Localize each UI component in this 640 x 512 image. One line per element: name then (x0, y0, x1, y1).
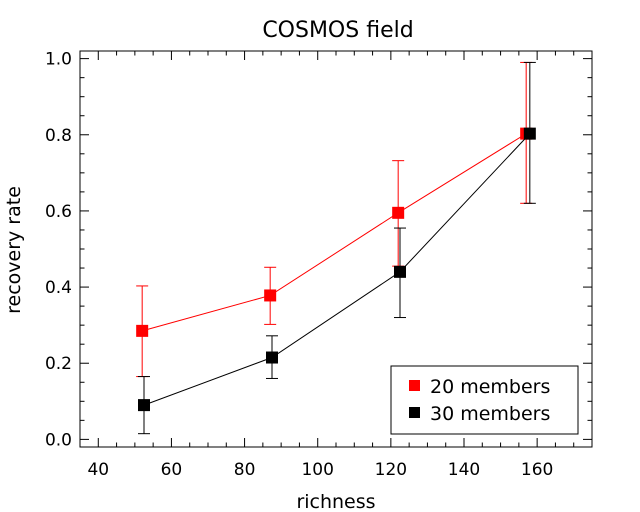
x-tick-label: 40 (87, 460, 109, 480)
series-30-members (138, 61, 536, 435)
x-tick-label: 160 (521, 460, 553, 480)
y-axis-label: recovery rate (3, 186, 25, 314)
data-point (392, 206, 405, 219)
y-tick-label: 0.0 (45, 430, 72, 450)
data-point (266, 351, 278, 364)
y-tick-label: 0.8 (45, 126, 72, 146)
y-tick-label: 0.2 (45, 354, 72, 374)
y-tick-label: 0.4 (45, 278, 72, 298)
x-tick-label: 60 (161, 460, 183, 480)
data-point (264, 289, 277, 302)
axis-ticks (80, 51, 592, 447)
y-tick-label: 0.6 (45, 202, 72, 222)
x-tick-label: 80 (234, 460, 256, 480)
x-tick-label: 120 (375, 460, 407, 480)
x-tick-label: 140 (448, 460, 480, 480)
data-point (394, 265, 406, 278)
legend-label-30-members: 30 members (430, 403, 550, 425)
series-line (142, 133, 527, 332)
x-tick-label: 100 (301, 460, 333, 480)
data-point (136, 324, 149, 337)
y-tick-label: 1.0 (45, 50, 72, 70)
series-line (143, 133, 531, 406)
series-20-members (136, 61, 533, 378)
legend: 20 members 30 members (390, 365, 579, 435)
data-point (138, 399, 150, 412)
tick-labels: 40 60 80 100 120 140 160 0.0 0.2 0.4 0.6 0.8 1.0 (45, 50, 553, 480)
legend-box (390, 365, 579, 435)
legend-marker-30-members (409, 407, 420, 418)
data-point (523, 127, 536, 140)
legend-label-20-members: 20 members (430, 376, 550, 398)
x-axis-label: richness (296, 491, 375, 512)
chart-title: COSMOS field (262, 18, 413, 43)
legend-marker-20-members (409, 380, 420, 391)
series-layer (136, 61, 536, 435)
